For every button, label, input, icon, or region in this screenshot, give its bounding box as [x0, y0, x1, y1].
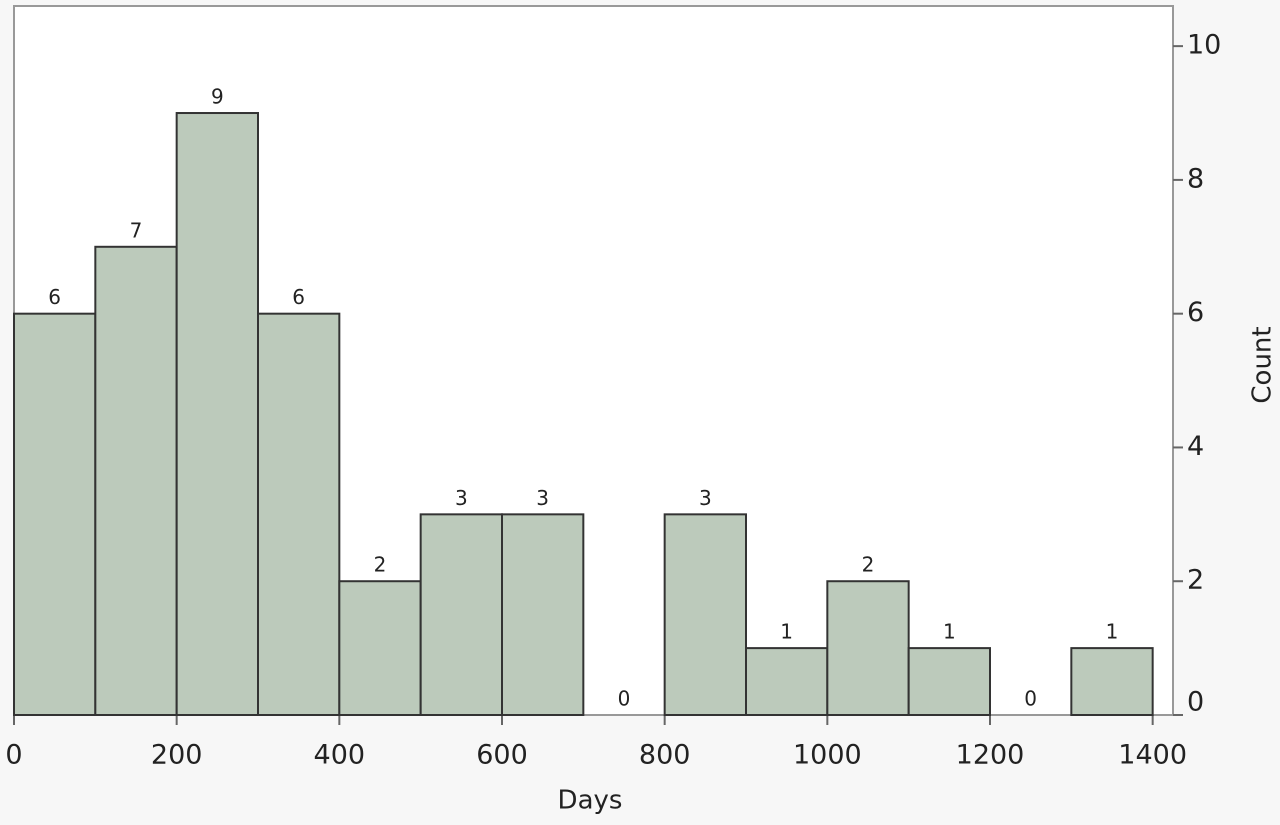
x-tick-label: 1200 — [956, 740, 1025, 771]
bar — [338, 580, 422, 717]
bar — [501, 513, 585, 716]
value-label: 0 — [1024, 687, 1037, 711]
y-tick-label: 6 — [1187, 297, 1204, 328]
value-label: 3 — [536, 486, 549, 510]
value-label: 1 — [1106, 620, 1119, 644]
x-tick-label: 600 — [476, 740, 528, 771]
value-label: 7 — [130, 218, 143, 242]
bar — [94, 245, 178, 716]
x-tick-label: 200 — [151, 740, 203, 771]
y-axis-title: Count — [1248, 326, 1278, 403]
bar — [13, 312, 97, 716]
y-tick-label: 4 — [1187, 431, 1204, 462]
value-label: 2 — [374, 553, 387, 577]
bar — [907, 647, 992, 717]
bar — [175, 112, 260, 717]
x-tick-label: 1400 — [1118, 740, 1187, 771]
x-tick-label: 1000 — [793, 740, 862, 771]
value-label: 2 — [862, 553, 875, 577]
x-tick-label: 400 — [314, 740, 366, 771]
y-tick-label: 10 — [1187, 30, 1221, 61]
value-label: 0 — [618, 687, 631, 711]
bar — [419, 513, 503, 716]
y-tick-label: 2 — [1187, 565, 1204, 596]
bar — [663, 513, 748, 716]
value-label: 6 — [48, 285, 61, 309]
value-label: 3 — [455, 486, 468, 510]
bar — [257, 312, 341, 716]
value-label: 3 — [699, 486, 712, 510]
value-label: 1 — [943, 620, 956, 644]
bar — [1070, 647, 1154, 717]
x-tick-label: 0 — [5, 740, 22, 771]
y-tick-label: 0 — [1187, 687, 1204, 718]
y-tick-label: 8 — [1187, 163, 1204, 194]
value-label: 9 — [211, 85, 224, 109]
x-axis-title: Days — [558, 786, 623, 816]
bar — [745, 647, 829, 717]
value-label: 6 — [292, 285, 305, 309]
value-label: 1 — [780, 620, 793, 644]
bar — [826, 580, 910, 717]
x-tick-label: 800 — [639, 740, 691, 771]
